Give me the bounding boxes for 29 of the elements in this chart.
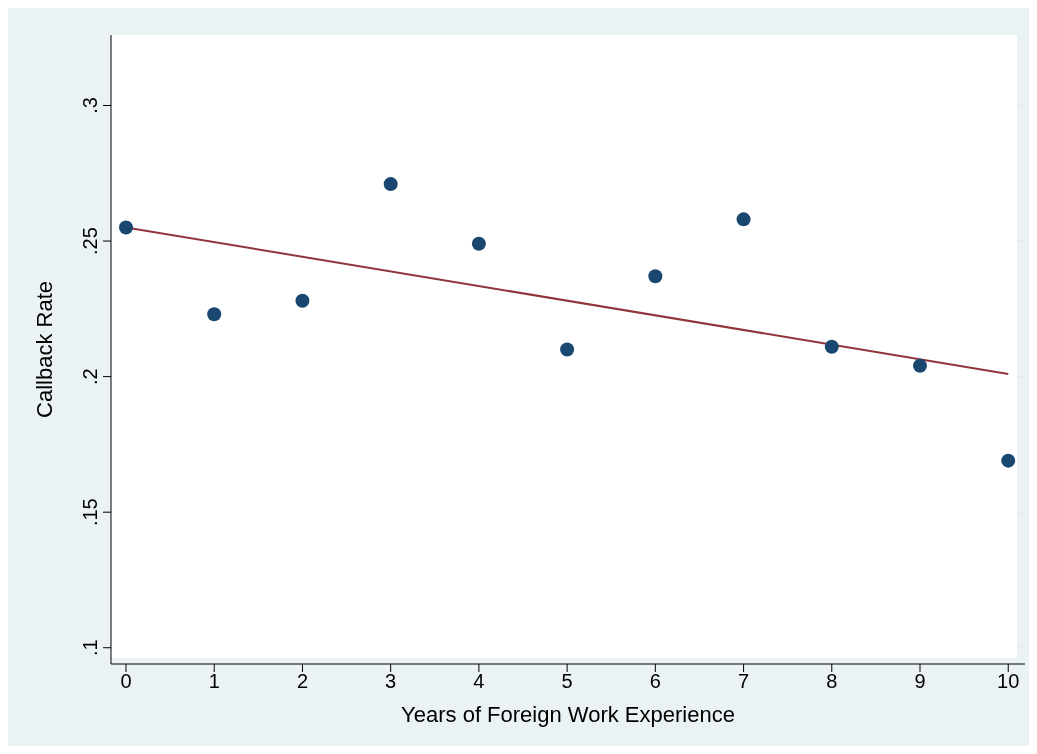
point <box>207 307 222 322</box>
x-tick-label: 10 <box>997 670 1020 693</box>
point <box>913 358 928 373</box>
point <box>295 293 310 308</box>
y-tick-label: .1 <box>79 639 101 657</box>
x-tick-label: 6 <box>649 670 661 693</box>
x-axis-title: Years of Foreign Work Experience <box>401 702 735 727</box>
x-tick-label: 0 <box>120 670 132 693</box>
x-tick-label: 3 <box>385 670 397 693</box>
point <box>560 342 575 357</box>
x-tick-label: 1 <box>208 670 220 693</box>
y-tick-label: .25 <box>79 227 101 255</box>
y-tick-label: .15 <box>79 498 101 527</box>
x-tick-label: 8 <box>826 670 838 693</box>
point <box>383 177 398 192</box>
y-tick-label: .2 <box>79 368 101 385</box>
y-axis-title: Callback Rate <box>31 281 57 418</box>
point <box>824 339 839 354</box>
y-tick-label: .3 <box>79 97 101 114</box>
point <box>648 269 663 284</box>
x-tick-label: 2 <box>296 670 309 693</box>
x-tick-label: 5 <box>561 670 573 693</box>
point <box>1001 453 1016 468</box>
point <box>119 220 133 235</box>
x-tick-label: 9 <box>914 670 926 693</box>
x-tick-label: 4 <box>473 670 485 693</box>
x-tick-label: 7 <box>738 670 750 693</box>
point <box>471 236 486 251</box>
point <box>736 212 751 227</box>
